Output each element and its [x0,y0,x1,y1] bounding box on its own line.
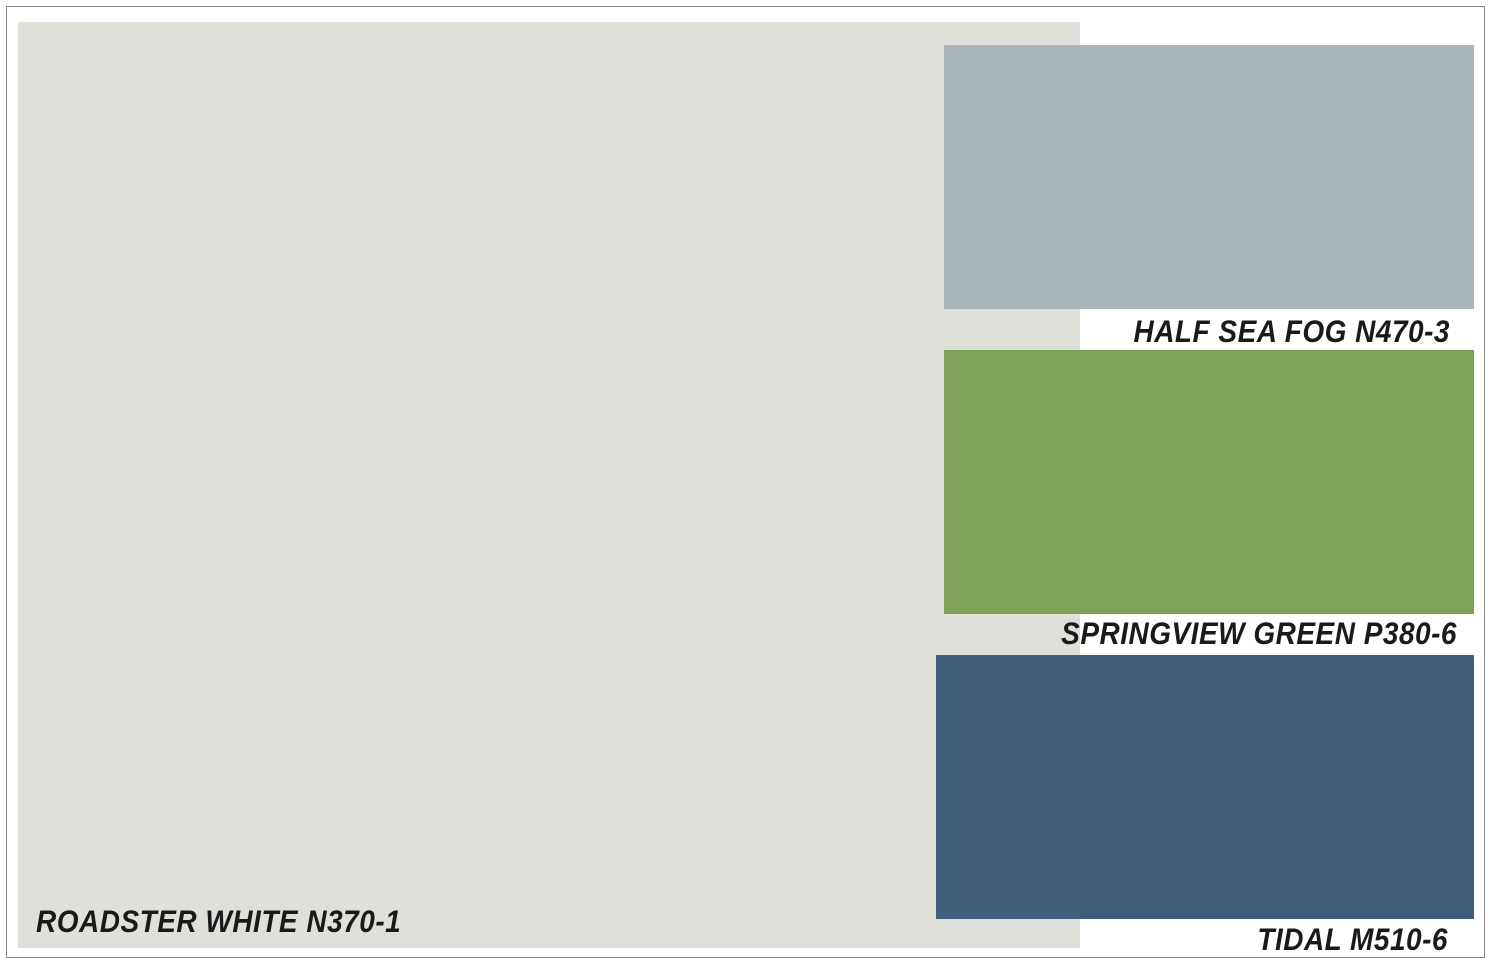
swatch-half-sea-fog [944,45,1474,309]
label-tidal: TIDAL M510-6 [1257,922,1448,957]
label-roadster-white: ROADSTER WHITE N370-1 [36,904,402,939]
swatch-springview-green [944,350,1474,614]
label-half-sea-fog: HALF SEA FOG N470-3 [1133,314,1450,349]
label-springview-green: SPRINGVIEW GREEN P380-6 [1061,616,1457,651]
swatch-roadster-white [18,22,1080,948]
swatch-tidal [936,655,1474,919]
